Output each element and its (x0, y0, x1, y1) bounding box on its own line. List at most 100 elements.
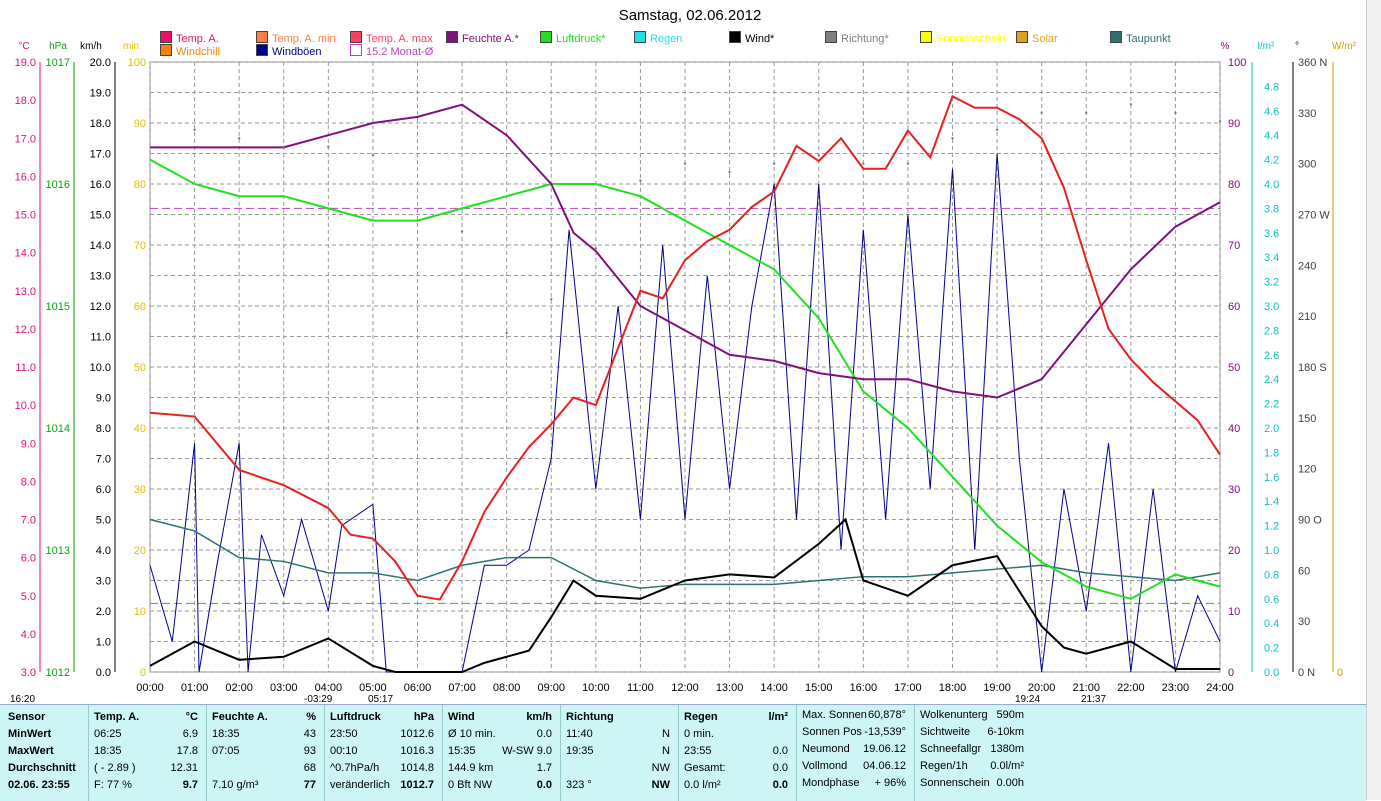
time-tick-label: 22:00 (1117, 682, 1145, 694)
direction-point (237, 137, 241, 140)
panel-cell: Sichtweite (920, 726, 971, 738)
panel-cell: Sonnenschein (920, 777, 990, 789)
legend-item: Temp. A. max (350, 31, 433, 45)
legend-swatch-icon (729, 31, 741, 43)
time-tick-label: 13:00 (716, 682, 744, 694)
column-divider (324, 705, 325, 801)
panel-cell: 0.00h (996, 777, 1024, 789)
panel-cell: Mondphase (802, 777, 860, 789)
rain-tick-label: 3.6 (1264, 228, 1279, 240)
rain-tick-label: 1.0 (1264, 545, 1279, 557)
legend-label: 15.2 Monat-Ø (366, 46, 434, 58)
panel-cell: Regen/1h (920, 760, 968, 772)
panel-cell: Max. Sonnen (802, 709, 867, 721)
panel-cell: 1380m (990, 743, 1024, 755)
time-tick-label: 14:00 (760, 682, 788, 694)
axis-unit-label: km/h (80, 41, 102, 52)
direction-tick-label: 330 (1298, 108, 1316, 120)
wind-tick-label: 8.0 (96, 423, 111, 435)
pressure-tick-label: 1014 (46, 423, 70, 435)
temp-tick-label: 17.0 (15, 133, 36, 145)
rain-tick-label: 4.4 (1264, 130, 1279, 142)
time-tick-label: 21:00 (1072, 682, 1100, 694)
legend-item: Solar (1016, 31, 1058, 45)
column-divider (206, 705, 207, 801)
panel-cell: N (662, 745, 670, 757)
direction-point (1129, 103, 1133, 106)
rain-tick-label: 0.4 (1264, 618, 1279, 630)
direction-point (906, 162, 910, 165)
panel-cell: 1012.6 (400, 728, 434, 740)
vertical-scrollbar[interactable] (1366, 0, 1381, 800)
panel-cell: 04.06.12 (863, 760, 906, 772)
temp-tick-label: 18.0 (15, 95, 36, 107)
legend-item: Taupunkt (1110, 31, 1171, 45)
panel-cell: 0.0 (772, 762, 788, 774)
panel-cell: Wind (448, 711, 475, 723)
panel-cell: 17.8 (176, 745, 198, 757)
legend-item: Regen (634, 31, 682, 45)
humidity-series (150, 103, 1221, 399)
axis-unit-label: hPa (49, 41, 67, 52)
legend-label: Temp. A. min (272, 33, 336, 45)
panel-cell: °C (185, 711, 198, 723)
panel-cell: 06:25 (94, 728, 122, 740)
humidity-tick-label: 90 (1228, 118, 1240, 130)
direction-point (683, 162, 687, 165)
column-divider (678, 705, 679, 801)
wind-tick-label: 16.0 (90, 179, 111, 191)
legend-item: Windchill (160, 44, 220, 58)
direction-point (951, 137, 954, 140)
panel-cell: 9.7 (182, 779, 198, 791)
panel-cell: 68 (303, 762, 316, 774)
panel-cell: 60,878° (867, 709, 906, 721)
legend-swatch-icon (350, 31, 362, 43)
panel-cell: Richtung (566, 711, 614, 723)
axis-unit-label: ° (1295, 41, 1299, 52)
minutes-tick-label: 40 (134, 423, 146, 435)
wind-tick-label: 7.0 (96, 454, 111, 466)
time-tick-label: 07:00 (448, 682, 476, 694)
rain-tick-label: 2.6 (1264, 350, 1279, 362)
chart-title: Samstag, 02.06.2012 (619, 7, 762, 24)
direction-point (1085, 111, 1088, 115)
panel-cell: 23:50 (330, 728, 358, 740)
panel-cell: 02.06. 23:55 (8, 779, 70, 791)
direction-point (460, 230, 464, 233)
panel-cell: 0.0 (536, 779, 552, 791)
time-tick-label: 08:00 (493, 682, 521, 694)
temp-tick-label: 19.0 (15, 57, 36, 69)
direction-point (1174, 111, 1177, 115)
rain-tick-label: 3.2 (1264, 277, 1279, 289)
panel-cell: 144.9 km (448, 762, 494, 774)
time-tick-label: 19:00 (983, 682, 1011, 694)
direction-point (817, 153, 820, 157)
panel-cell: MinWert (8, 728, 52, 740)
wind-tick-label: 13.0 (90, 271, 111, 283)
axis-unit-label: W/m² (1332, 41, 1357, 52)
panel-cell: 19:35 (566, 745, 594, 757)
time-tick-label: 16:00 (850, 682, 878, 694)
wind-tick-label: 0.0 (96, 667, 111, 679)
gust-series (149, 153, 1221, 673)
time-tick-label: 23:00 (1162, 682, 1190, 694)
wind-tick-label: 4.0 (96, 545, 111, 557)
panel-cell: Luftdruck (330, 711, 381, 723)
minutes-tick-label: 30 (134, 484, 146, 496)
direction-point (371, 153, 375, 157)
time-tick-label: 24:00 (1206, 682, 1234, 694)
panel-cell: 1014.8 (400, 762, 434, 774)
panel-cell: Sonnen Pos (802, 726, 862, 738)
temp-tick-label: 10.0 (15, 400, 36, 412)
time-tick-label: 02:00 (225, 682, 253, 694)
rain-tick-label: 2.0 (1264, 423, 1279, 435)
panel-cell: Vollmond (802, 760, 848, 772)
panel-cell: 0 Bft NW (448, 779, 493, 791)
panel-cell: 00:10 (330, 745, 358, 757)
wind-tick-label: 2.0 (96, 606, 111, 618)
temp-tick-label: 11.0 (15, 362, 36, 374)
minutes-tick-label: 90 (134, 118, 146, 130)
time-tick-label: 11:00 (627, 682, 654, 694)
wind-tick-label: 15.0 (90, 210, 111, 222)
rain-tick-label: 0.8 (1264, 569, 1279, 581)
